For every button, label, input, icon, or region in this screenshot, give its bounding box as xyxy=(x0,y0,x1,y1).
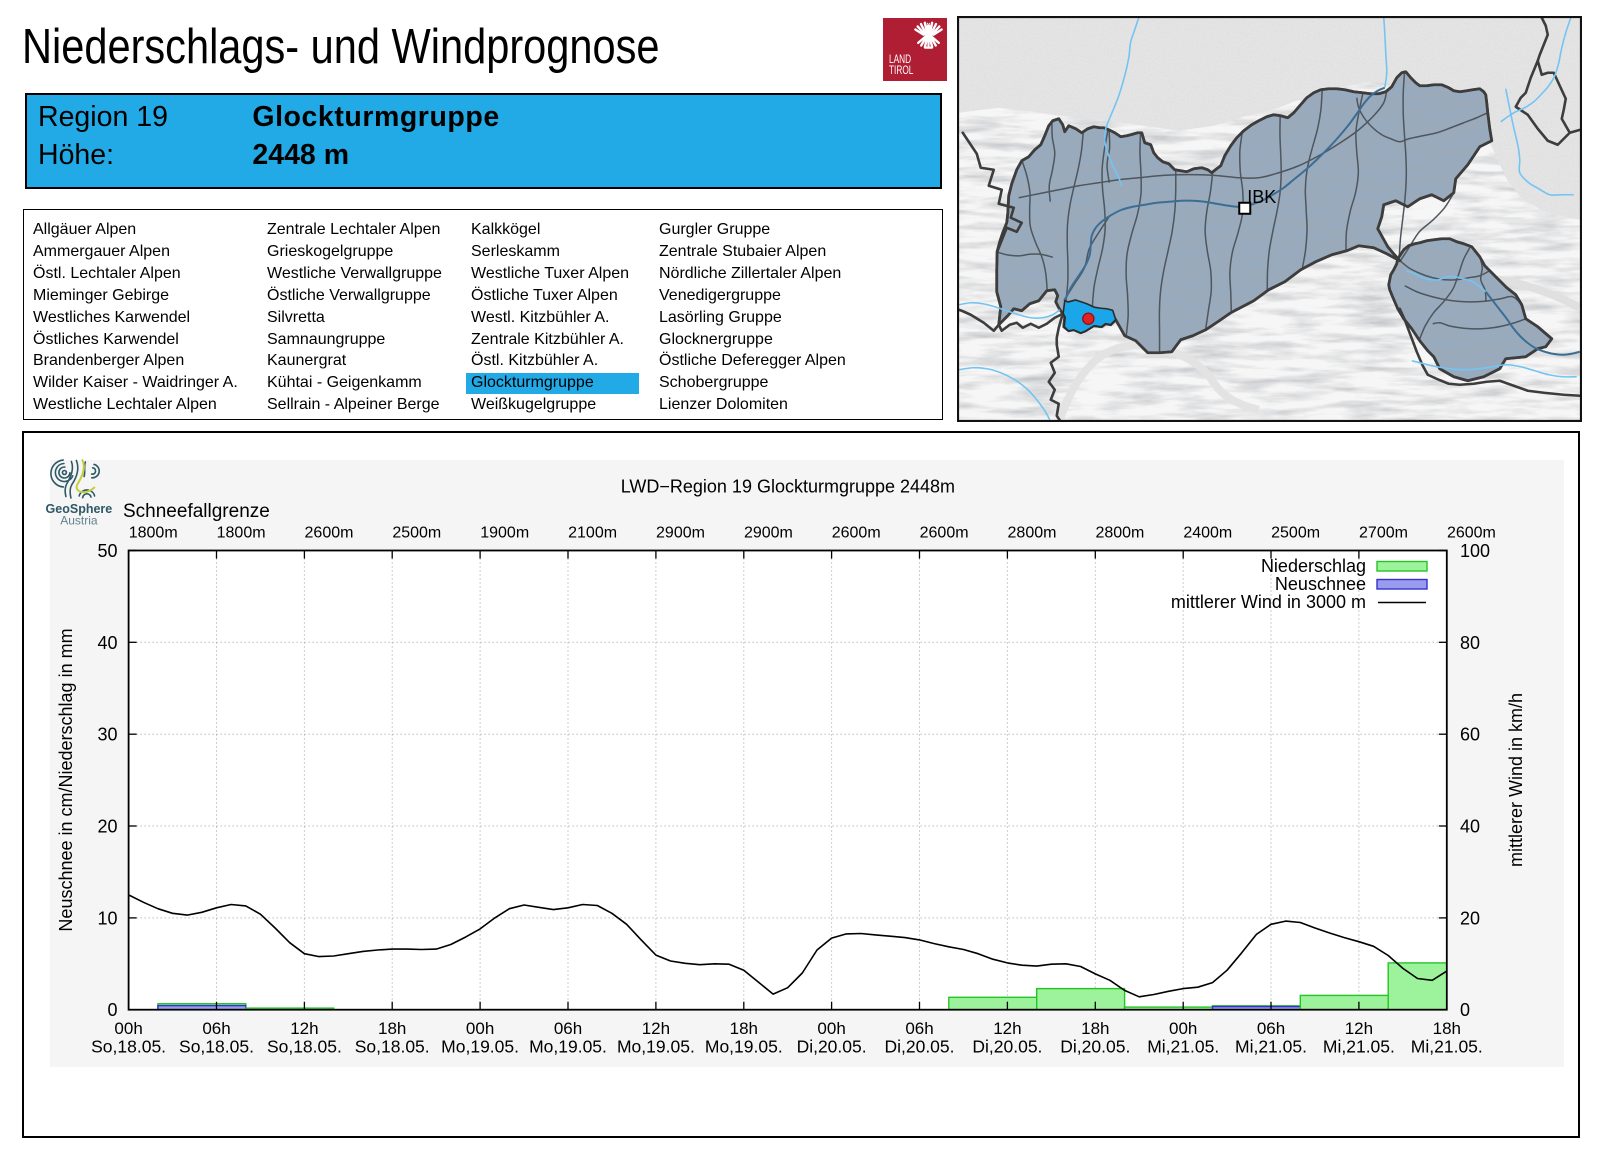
svg-text:2500m: 2500m xyxy=(392,524,441,541)
svg-text:2600m: 2600m xyxy=(304,524,353,541)
svg-text:Di,20.05.: Di,20.05. xyxy=(884,1036,954,1056)
svg-text:06h: 06h xyxy=(202,1019,230,1038)
svg-text:40: 40 xyxy=(97,632,117,652)
svg-text:40: 40 xyxy=(1460,816,1480,836)
svg-text:Austria: Austria xyxy=(60,513,98,527)
svg-text:06h: 06h xyxy=(553,1019,581,1038)
svg-text:00h: 00h xyxy=(1169,1019,1197,1038)
svg-text:So,18.05.: So,18.05. xyxy=(179,1036,254,1056)
svg-text:06h: 06h xyxy=(905,1019,933,1038)
svg-text:00h: 00h xyxy=(466,1019,494,1038)
svg-text:18h: 18h xyxy=(1081,1019,1109,1038)
svg-text:00h: 00h xyxy=(817,1019,845,1038)
svg-text:Mi,21.05.: Mi,21.05. xyxy=(1323,1036,1395,1056)
svg-text:LWD−Region 19 Glockturmgruppe: LWD−Region 19 Glockturmgruppe 2448m xyxy=(620,476,954,496)
svg-text:12h: 12h xyxy=(1344,1019,1372,1038)
svg-text:Mo,19.05.: Mo,19.05. xyxy=(441,1036,519,1056)
svg-text:Mi,21.05.: Mi,21.05. xyxy=(1235,1036,1307,1056)
svg-text:Mo,19.05.: Mo,19.05. xyxy=(529,1036,607,1056)
svg-text:mittlerer Wind in km/h: mittlerer Wind in km/h xyxy=(1506,692,1526,866)
svg-text:2400m: 2400m xyxy=(1183,524,1232,541)
svg-text:So,18.05.: So,18.05. xyxy=(267,1036,342,1056)
svg-text:1800m: 1800m xyxy=(128,524,177,541)
svg-text:So,18.05.: So,18.05. xyxy=(91,1036,166,1056)
svg-text:Schneefallgrenze: Schneefallgrenze xyxy=(123,501,270,522)
svg-text:Mi,21.05.: Mi,21.05. xyxy=(1410,1036,1482,1056)
svg-text:Di,20.05.: Di,20.05. xyxy=(796,1036,866,1056)
svg-text:0: 0 xyxy=(1460,1000,1470,1020)
svg-text:2500m: 2500m xyxy=(1271,524,1320,541)
svg-text:20: 20 xyxy=(1460,908,1480,928)
svg-text:1800m: 1800m xyxy=(216,524,265,541)
svg-text:0: 0 xyxy=(107,1000,117,1020)
svg-text:10: 10 xyxy=(97,908,117,928)
svg-text:Neuschnee in cm/Niederschlag i: Neuschnee in cm/Niederschlag in mm xyxy=(56,628,76,931)
svg-text:Mo,19.05.: Mo,19.05. xyxy=(617,1036,695,1056)
svg-text:So,18.05.: So,18.05. xyxy=(354,1036,429,1056)
svg-text:80: 80 xyxy=(1460,632,1480,652)
svg-text:Mo,19.05.: Mo,19.05. xyxy=(704,1036,782,1056)
svg-text:50: 50 xyxy=(97,541,117,561)
svg-text:18h: 18h xyxy=(1432,1019,1460,1038)
svg-text:30: 30 xyxy=(97,724,117,744)
svg-text:2600m: 2600m xyxy=(831,524,880,541)
svg-text:2800m: 2800m xyxy=(1007,524,1056,541)
svg-text:Niederschlag: Niederschlag xyxy=(1261,556,1366,576)
svg-text:Mi,21.05.: Mi,21.05. xyxy=(1147,1036,1219,1056)
svg-text:2700m: 2700m xyxy=(1359,524,1408,541)
svg-text:mittlerer Wind in 3000 m: mittlerer Wind in 3000 m xyxy=(1171,592,1366,612)
svg-text:18h: 18h xyxy=(378,1019,406,1038)
svg-text:1900m: 1900m xyxy=(480,524,529,541)
svg-text:2600m: 2600m xyxy=(1447,524,1496,541)
svg-text:20: 20 xyxy=(97,816,117,836)
svg-text:12h: 12h xyxy=(641,1019,669,1038)
svg-text:2900m: 2900m xyxy=(656,524,705,541)
svg-text:IBK: IBK xyxy=(1247,187,1276,207)
svg-text:2600m: 2600m xyxy=(919,524,968,541)
svg-text:100: 100 xyxy=(1460,541,1490,561)
svg-text:Neuschnee: Neuschnee xyxy=(1275,574,1366,594)
svg-text:18h: 18h xyxy=(729,1019,757,1038)
svg-text:Di,20.05.: Di,20.05. xyxy=(972,1036,1042,1056)
svg-text:12h: 12h xyxy=(290,1019,318,1038)
svg-text:Di,20.05.: Di,20.05. xyxy=(1060,1036,1130,1056)
svg-text:60: 60 xyxy=(1460,724,1480,744)
svg-text:12h: 12h xyxy=(993,1019,1021,1038)
svg-text:2800m: 2800m xyxy=(1095,524,1144,541)
svg-text:06h: 06h xyxy=(1256,1019,1284,1038)
svg-text:2100m: 2100m xyxy=(568,524,617,541)
svg-text:2900m: 2900m xyxy=(744,524,793,541)
svg-text:GeoSphere: GeoSphere xyxy=(45,502,112,516)
svg-text:00h: 00h xyxy=(114,1019,142,1038)
